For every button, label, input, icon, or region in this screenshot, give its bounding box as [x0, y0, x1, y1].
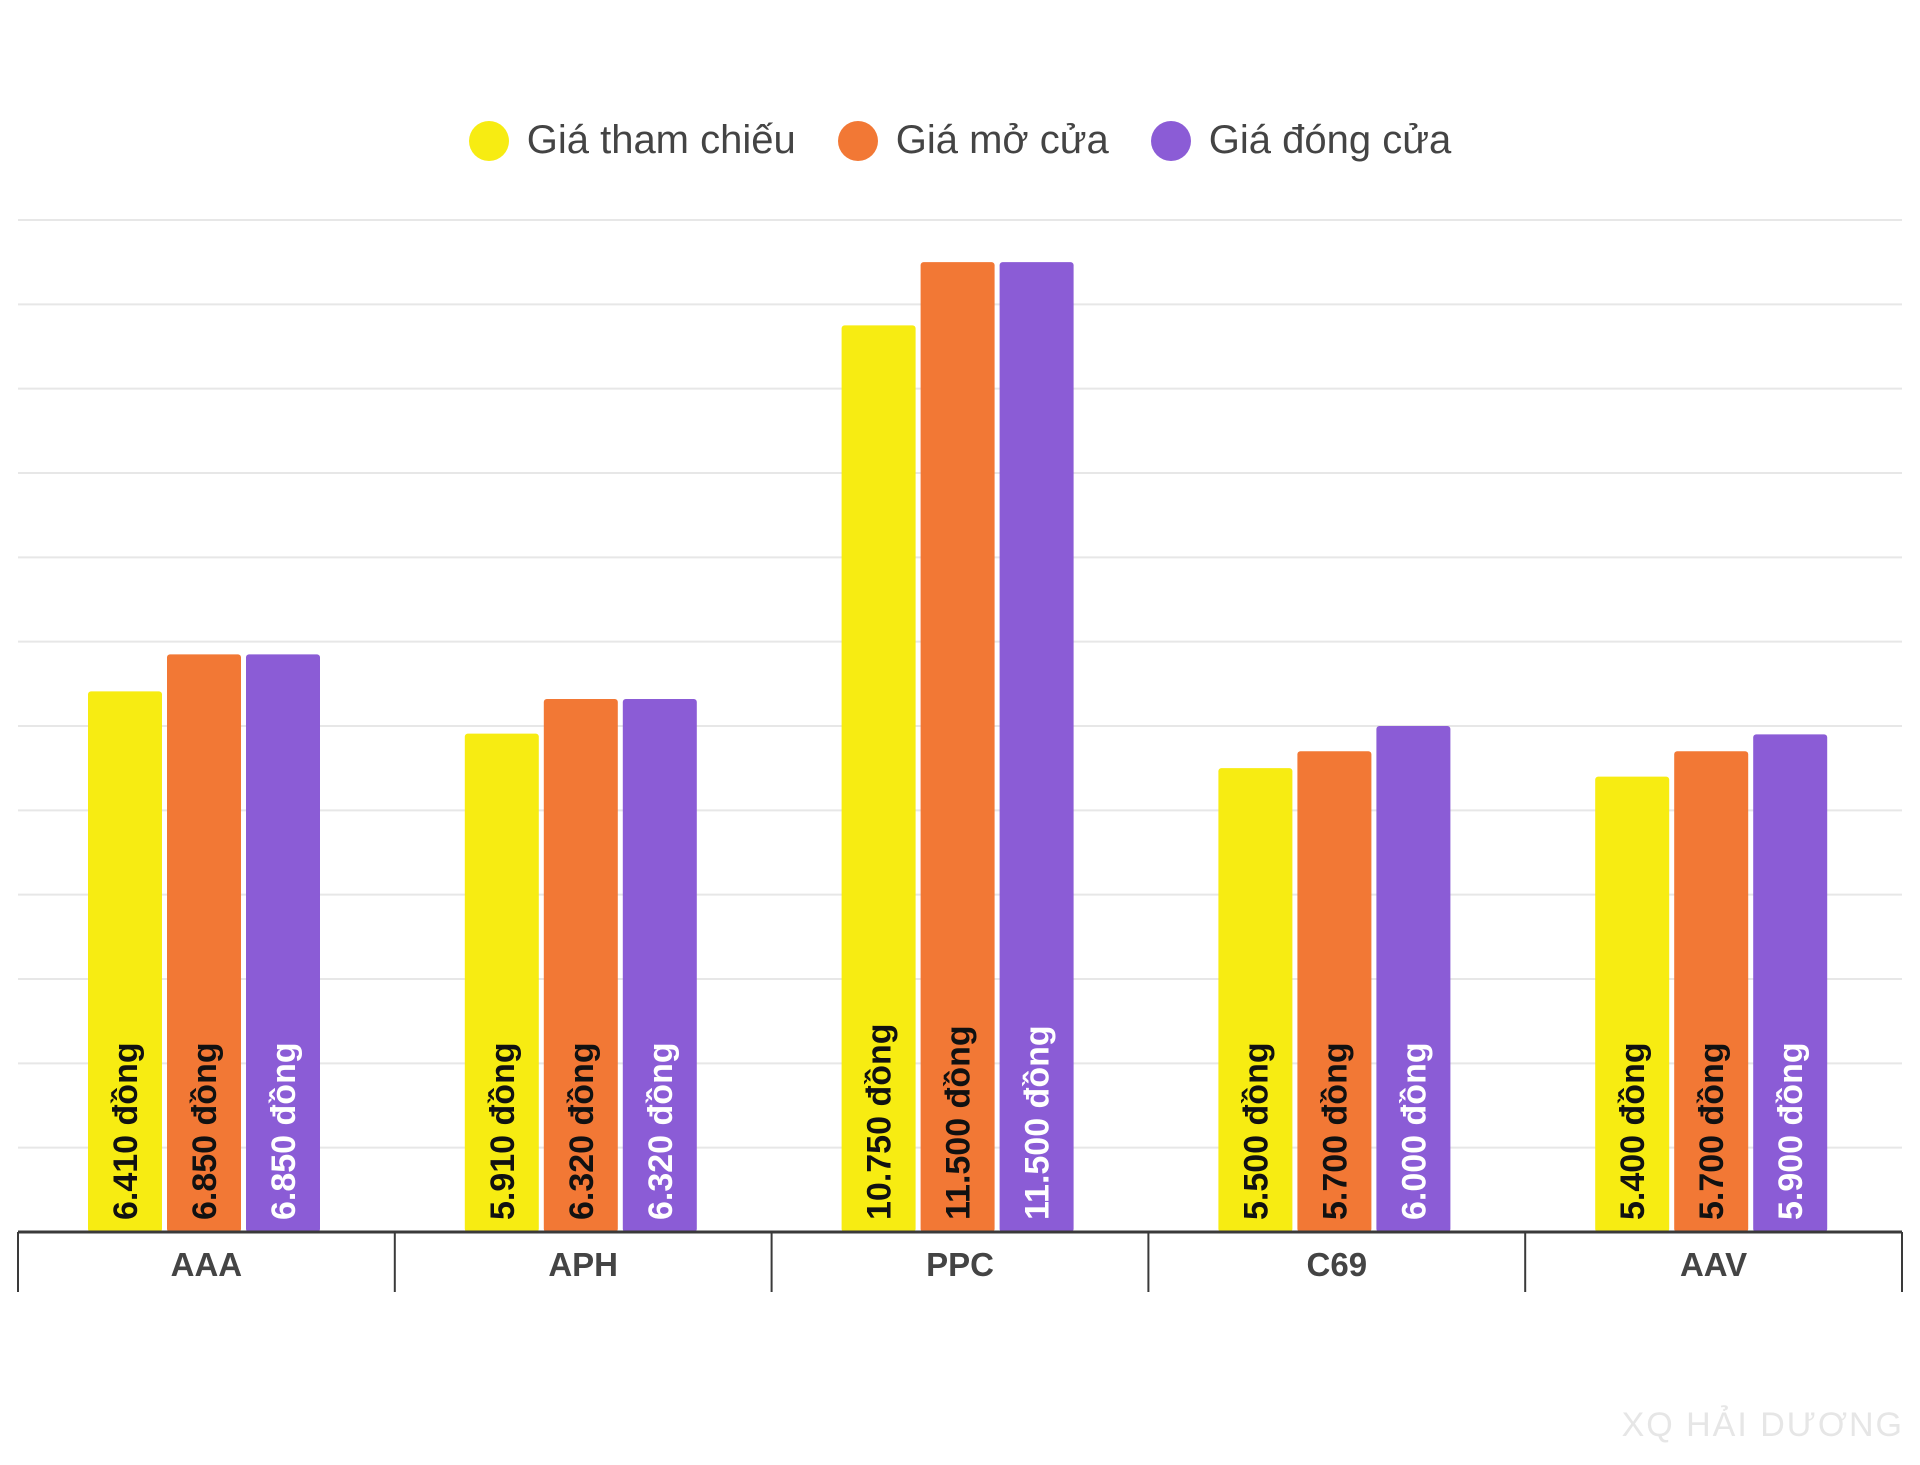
bar-c69-2	[1297, 751, 1372, 1232]
bar-ppc-1	[841, 325, 916, 1233]
data-label: 6.000 đồng	[1395, 1042, 1433, 1220]
data-label: 5.400 đồng	[1614, 1042, 1652, 1220]
legend-label-close: Giá đóng cửa	[1208, 118, 1452, 162]
bar-c69-1	[1218, 768, 1293, 1232]
x-tick-label: AAV	[1680, 1246, 1747, 1283]
data-label: 5.500 đồng	[1237, 1042, 1275, 1220]
legend-swatch-close	[1150, 120, 1191, 161]
bar-aav-3	[1753, 734, 1828, 1232]
data-label: 5.910 đồng	[484, 1042, 522, 1220]
bar-aph-1	[464, 733, 539, 1232]
x-tick-label: APH	[548, 1246, 618, 1283]
bar-aav-1	[1595, 776, 1670, 1232]
bar-aav-2	[1674, 751, 1749, 1232]
legend-item-close-price: Giá đóng cửa	[1150, 118, 1452, 163]
bar-aaa-2	[167, 654, 241, 1232]
bar-aph-2	[543, 699, 618, 1232]
legend-label-open: Giá mở cửa	[895, 118, 1109, 162]
bar-c69-3	[1376, 726, 1451, 1232]
x-tick-label: AAA	[171, 1246, 243, 1283]
legend-label-reference: Giá tham chiếu	[526, 118, 796, 162]
bar-aph-3	[622, 699, 697, 1232]
x-tick-label: PPC	[926, 1246, 994, 1283]
data-label: 6.320 đồng	[563, 1042, 601, 1220]
data-label: 6.410 đồng	[107, 1042, 145, 1220]
x-tick-label: C69	[1307, 1246, 1368, 1283]
data-label: 11.500 đồng	[1019, 1025, 1057, 1220]
data-label: 6.850 đồng	[265, 1042, 303, 1220]
data-label: 11.500 đồng	[940, 1025, 978, 1220]
legend-swatch-reference	[468, 120, 509, 161]
data-label: 6.850 đồng	[186, 1042, 224, 1220]
bar-aaa-1	[88, 691, 162, 1232]
bar-ppc-2	[920, 262, 995, 1233]
bar-aaa-3	[246, 654, 320, 1232]
legend-item-open-price: Giá mở cửa	[837, 118, 1109, 163]
data-label: 5.700 đồng	[1693, 1042, 1731, 1220]
data-label: 6.320 đồng	[642, 1042, 680, 1220]
legend-item-reference-price: Giá tham chiếu	[468, 118, 796, 163]
chart-legend: Giá tham chiếu Giá mở cửa Giá đóng cửa	[0, 118, 1920, 163]
legend-swatch-open	[837, 120, 878, 161]
watermark-logo: XQ HẢI DƯƠNG	[1621, 1406, 1904, 1444]
bar-ppc-3	[999, 262, 1074, 1233]
data-label: 5.900 đồng	[1772, 1042, 1810, 1220]
data-label: 5.700 đồng	[1316, 1042, 1354, 1220]
data-label: 10.750 đồng	[861, 1023, 899, 1220]
